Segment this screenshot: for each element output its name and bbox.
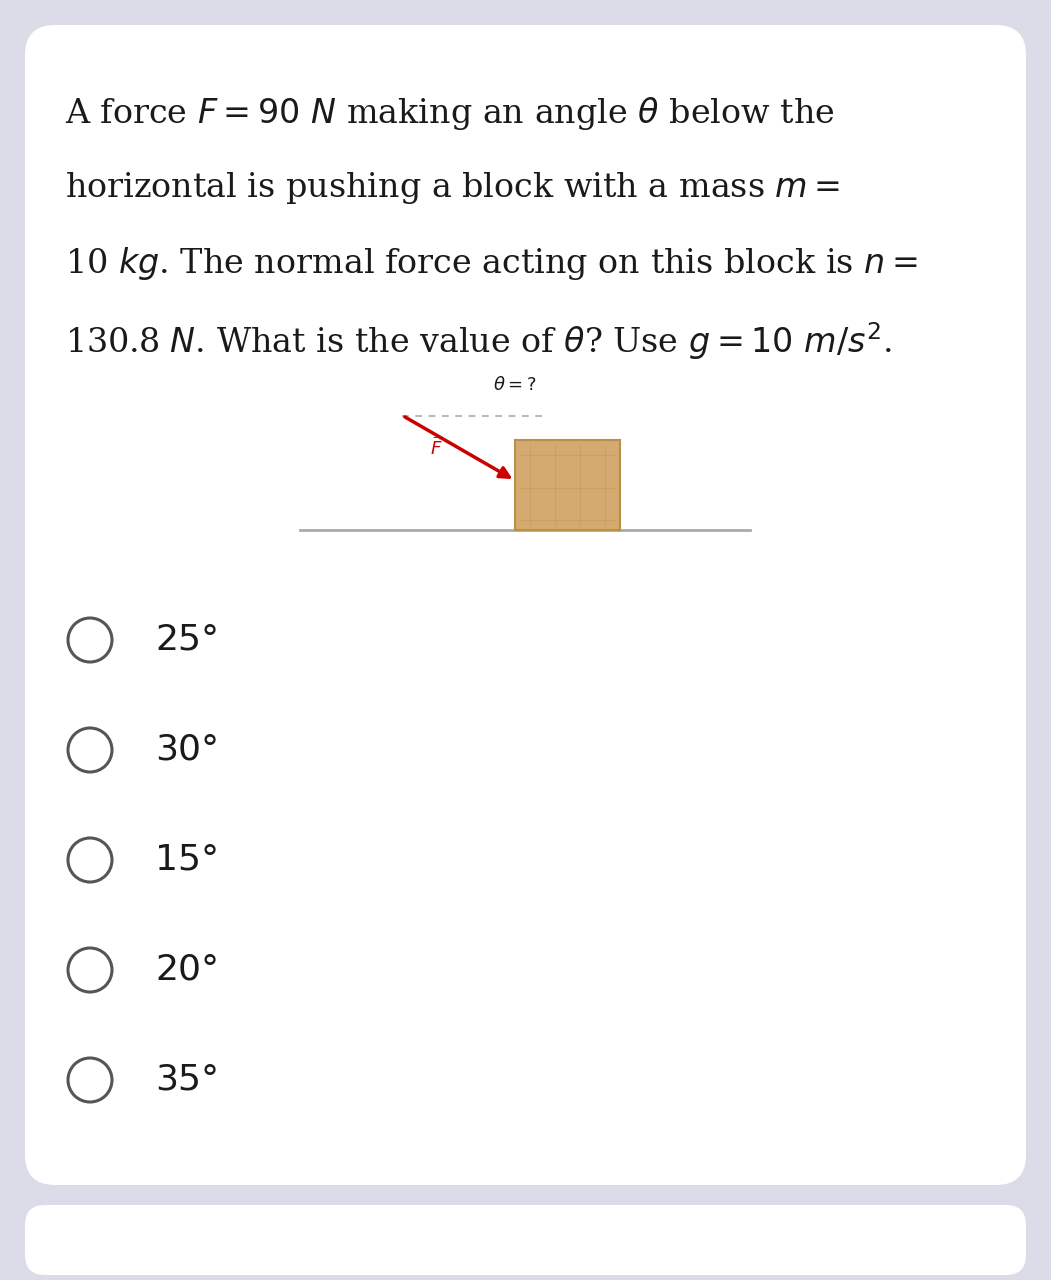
Text: 25°: 25° — [154, 623, 219, 657]
Text: $\vec{F}$: $\vec{F}$ — [431, 436, 444, 460]
Text: 20°: 20° — [154, 954, 219, 987]
Text: 35°: 35° — [154, 1062, 219, 1097]
Bar — [515, 440, 620, 530]
Text: 10 $kg$. The normal force acting on this block is $n =$: 10 $kg$. The normal force acting on this… — [65, 244, 918, 282]
FancyBboxPatch shape — [25, 26, 1026, 1185]
Text: $\theta = ?$: $\theta = ?$ — [493, 375, 537, 393]
FancyBboxPatch shape — [25, 1204, 1026, 1275]
Text: A force $F = 90$ $N$ making an angle $\theta$ below the: A force $F = 90$ $N$ making an angle $\t… — [65, 95, 834, 132]
Text: 130.8 $N$. What is the value of $\theta$? Use $g = 10$ $m/s^2$.: 130.8 $N$. What is the value of $\theta$… — [65, 320, 891, 362]
Text: horizontal is pushing a block with a mass $m =$: horizontal is pushing a block with a mas… — [65, 170, 840, 206]
Text: 15°: 15° — [154, 844, 219, 877]
Text: 30°: 30° — [154, 733, 219, 767]
